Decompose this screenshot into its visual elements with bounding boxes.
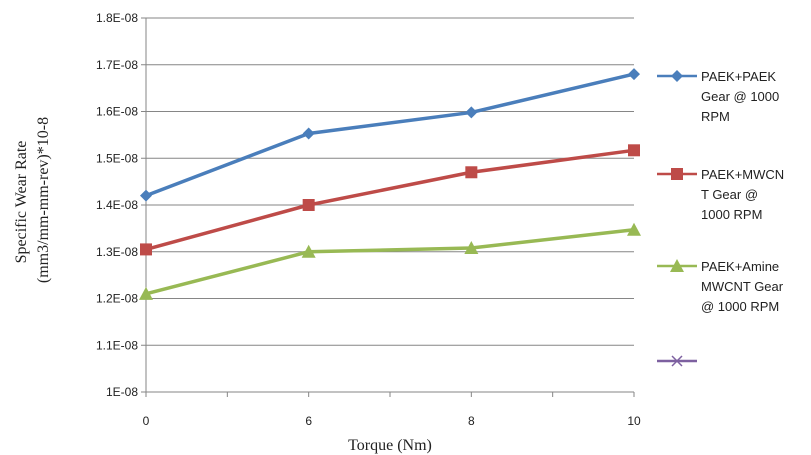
y-tick-label: 1.5E-08: [96, 151, 138, 165]
series-line-2: [145, 148, 635, 252]
x-tick-label: 0: [143, 414, 150, 428]
legend-label-line: RPM: [701, 109, 730, 124]
series-3-point: [627, 222, 641, 236]
x-tick-label: 10: [627, 414, 641, 428]
series-1-point: [302, 127, 315, 140]
y-tick-labels: 1E-08 1.1E-08 1.2E-08 1.3E-08 1.4E-08 1.5E-08…: [96, 11, 138, 399]
legend-entry-2: PAEK+MWCN T Gear @ 1000 RPM: [657, 167, 784, 222]
series-2-point: [140, 243, 152, 256]
legend-label-line: PAEK+Amine: [701, 259, 779, 274]
series-1-point: [140, 189, 152, 202]
legend-label-line: 1000 RPM: [701, 207, 762, 222]
x-axis-title: Torque (Nm): [348, 437, 432, 454]
legend-swatch-marker: [671, 355, 683, 367]
series-1-point: [465, 106, 478, 119]
y-tick-label: 1.1E-08: [96, 338, 138, 352]
grid-lines: [146, 17, 634, 346]
legend-entry-4: [657, 355, 697, 367]
series-3-point: [139, 286, 153, 300]
legend: PAEK+PAEK Gear @ 1000 RPM PAEK+MWCN T Gear @…: [657, 69, 784, 367]
legend-swatch-marker: [671, 70, 683, 82]
legend-entry-3: PAEK+Amine MWCNT Gear @ 1000 RPM: [657, 259, 784, 314]
series-layer: [139, 68, 641, 300]
y-tick-label: 1.4E-08: [96, 198, 138, 212]
series-2-point: [465, 166, 478, 179]
axes: [141, 17, 635, 397]
legend-label-line: @ 1000 RPM: [701, 299, 779, 314]
y-tick-label: 1.2E-08: [96, 292, 138, 306]
series-1-point: [628, 68, 640, 81]
y-axis-title-line-1: Specific Wear Rate: [13, 141, 30, 264]
series-2-point: [628, 144, 640, 157]
x-tick-label: 8: [468, 414, 475, 428]
x-tick-label: 6: [305, 414, 312, 428]
y-axis-title: Specific Wear Rate (mm3/mm-mm-rev)*10-8: [13, 117, 52, 283]
series-2-point: [302, 199, 315, 211]
x-tick-labels: 0 6 8 10: [143, 414, 641, 428]
y-axis-title-line-2: (mm3/mm-mm-rev)*10-8: [35, 117, 52, 283]
series-line-3: [145, 228, 635, 296]
y-tick-label: 1.3E-08: [96, 245, 138, 259]
legend-entry-1: PAEK+PAEK Gear @ 1000 RPM: [657, 69, 779, 124]
y-tick-label: 1.8E-08: [96, 11, 138, 25]
y-tick-label: 1E-08: [106, 385, 138, 399]
legend-label-line: Gear @ 1000: [701, 89, 779, 104]
legend-label-line: PAEK+PAEK: [701, 69, 776, 84]
series-line-1: [145, 72, 635, 198]
y-tick-label: 1.7E-08: [96, 58, 138, 72]
y-tick-label: 1.6E-08: [96, 105, 138, 119]
series-3-point: [301, 244, 316, 258]
legend-swatch-marker: [670, 259, 684, 272]
legend-label-line: PAEK+MWCN: [701, 167, 784, 182]
legend-swatch-marker: [671, 168, 683, 180]
series-3-point: [464, 241, 479, 255]
legend-label-line: T Gear @: [701, 187, 758, 202]
legend-label-line: MWCNT Gear: [701, 279, 784, 294]
